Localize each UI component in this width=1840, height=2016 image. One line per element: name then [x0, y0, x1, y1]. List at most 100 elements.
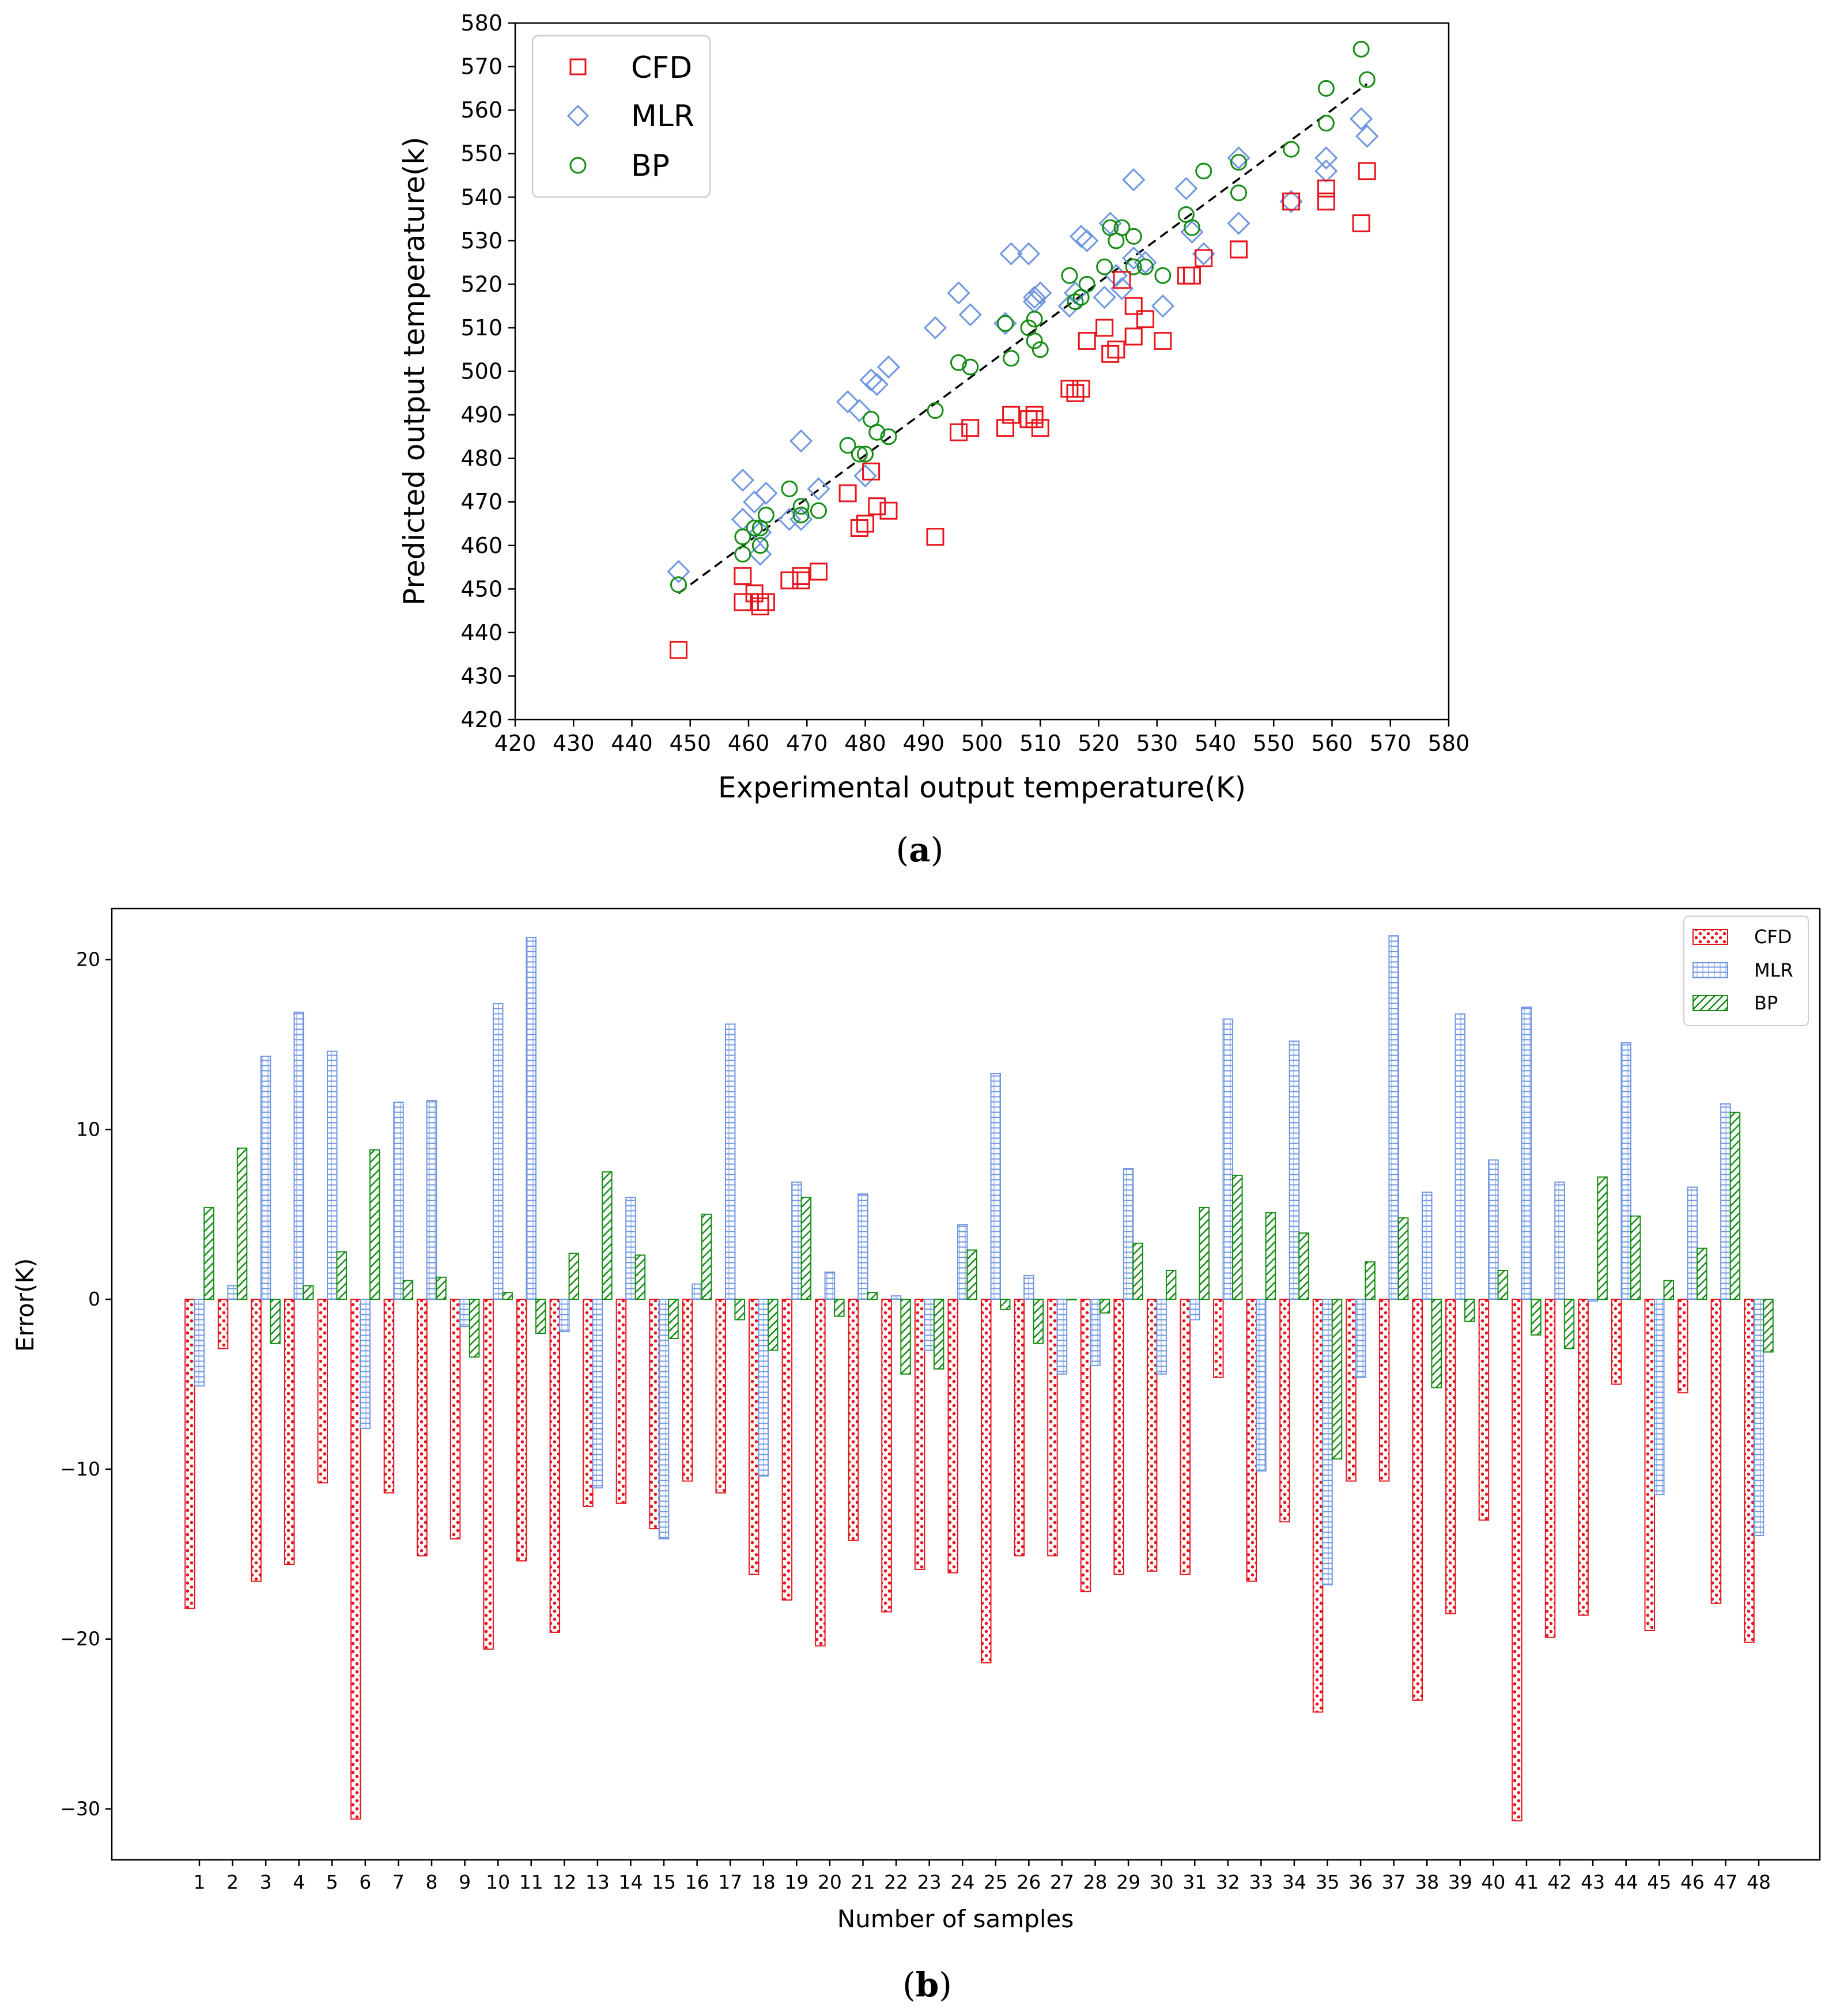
bp-point — [757, 506, 774, 524]
mlr-bar — [492, 1003, 504, 1300]
mlr-bar — [327, 1050, 338, 1300]
legend-cfd-square-icon — [569, 58, 587, 75]
y-tick-label: 510 — [460, 315, 502, 341]
x-tick-label: 11 — [519, 1871, 543, 1893]
cfd-point — [1095, 319, 1114, 337]
mlr-bar — [1753, 1299, 1765, 1536]
bp-bar — [402, 1280, 414, 1300]
mlr-bar — [1056, 1299, 1068, 1375]
x-tick-label: 20 — [818, 1871, 842, 1893]
bp-bar — [1630, 1215, 1641, 1300]
y-tick-label: 580 — [460, 10, 502, 36]
x-tick-label: 10 — [486, 1871, 510, 1893]
x-tick-label: 40 — [1481, 1871, 1505, 1893]
x-tick-label: 42 — [1548, 1871, 1572, 1893]
x-tick-label: 480 — [844, 731, 886, 756]
cfd-point — [1282, 192, 1301, 211]
bp-point — [1154, 267, 1172, 284]
x-tick-label: 470 — [786, 731, 828, 756]
bp-bar — [834, 1299, 845, 1317]
mlr-bar — [724, 1023, 736, 1300]
x-tick-label: 44 — [1614, 1871, 1638, 1893]
bp-bar — [1265, 1212, 1276, 1300]
bp-point — [1137, 258, 1154, 275]
y-tick-label: 560 — [460, 97, 502, 123]
bp-bar — [867, 1292, 878, 1300]
mlr-point — [1350, 107, 1373, 131]
bp-point — [734, 528, 751, 546]
cfd-bar — [1445, 1299, 1456, 1614]
cfd-point — [838, 484, 857, 502]
cfd-bar — [1279, 1299, 1290, 1523]
bp-point — [868, 423, 886, 441]
x-tick-label: 7 — [392, 1871, 405, 1893]
cfd-bar — [1710, 1299, 1722, 1604]
bp-bar — [1033, 1299, 1044, 1344]
mlr-bar — [924, 1299, 935, 1351]
bp-point — [1184, 219, 1200, 236]
y-tick-label: 20 — [76, 948, 100, 970]
bp-point — [1026, 311, 1043, 328]
x-tick-label: 6 — [359, 1871, 371, 1893]
x-tick-label: 430 — [553, 731, 595, 756]
scatter-legend-box — [531, 35, 711, 198]
x-tick-label: 38 — [1415, 1871, 1439, 1893]
bp-point — [839, 437, 856, 454]
bp-bar — [1663, 1280, 1675, 1300]
cfd-point — [961, 419, 980, 437]
cfd-bar — [1544, 1299, 1556, 1638]
y-tick-label: 530 — [460, 228, 502, 254]
cfd-bar — [914, 1299, 925, 1570]
x-tick-label: 31 — [1182, 1871, 1207, 1893]
bp-bar — [1497, 1269, 1509, 1300]
bp-point — [1283, 141, 1300, 158]
x-tick-label: 8 — [426, 1871, 438, 1893]
bp-bar — [303, 1285, 314, 1300]
cfd-point — [856, 515, 874, 533]
x-tick-label: 28 — [1083, 1871, 1108, 1893]
bp-bar — [236, 1147, 248, 1300]
x-tick-label: 1 — [194, 1871, 206, 1893]
cfd-bar — [1014, 1299, 1025, 1557]
cfd-point — [1230, 240, 1248, 259]
x-tick-label: 520 — [1078, 731, 1120, 756]
x-tick-label: 23 — [917, 1871, 942, 1893]
mlr-point — [853, 464, 877, 487]
mlr-bar — [592, 1299, 603, 1489]
caption-a: (a) — [896, 830, 944, 869]
x-tick-label: 47 — [1713, 1871, 1737, 1893]
mlr-point — [1017, 242, 1041, 266]
bp-bar — [800, 1197, 812, 1300]
cfd-bar — [881, 1299, 892, 1613]
bp-bar — [1531, 1299, 1541, 1336]
cfd-bar — [682, 1299, 693, 1482]
x-tick-label: 450 — [669, 731, 711, 756]
mlr-bar — [293, 1011, 304, 1300]
bp-point — [746, 520, 763, 537]
bp-point — [1032, 341, 1049, 358]
mlr-bar — [1654, 1299, 1665, 1496]
x-tick-label: 37 — [1382, 1871, 1406, 1893]
mlr-bar — [957, 1224, 968, 1300]
mlr-point — [1023, 285, 1046, 309]
y-tick-label: −20 — [60, 1628, 100, 1650]
bp-point — [751, 537, 769, 554]
y-tick-label: 0 — [88, 1288, 100, 1310]
bp-point — [1317, 80, 1335, 97]
bar-legend-bp-label: BP — [1754, 992, 1778, 1014]
cfd-bar — [449, 1299, 461, 1540]
mlr-point — [754, 481, 778, 505]
cfd-bar — [1378, 1299, 1390, 1482]
mlr-bar — [990, 1072, 1002, 1300]
legend-bp-swatch — [1692, 995, 1728, 1011]
bp-bar — [734, 1299, 745, 1321]
bar-x-axis-label: Number of samples — [837, 1905, 1074, 1933]
x-tick-label: 4 — [293, 1871, 305, 1893]
mlr-point — [1227, 211, 1250, 235]
x-tick-label: 17 — [718, 1871, 742, 1893]
bar-legend-mlr-label: MLR — [1754, 959, 1793, 981]
mlr-point — [1070, 225, 1093, 248]
x-tick-label: 14 — [618, 1871, 643, 1893]
mlr-point — [1134, 251, 1157, 274]
bp-point — [950, 354, 967, 371]
